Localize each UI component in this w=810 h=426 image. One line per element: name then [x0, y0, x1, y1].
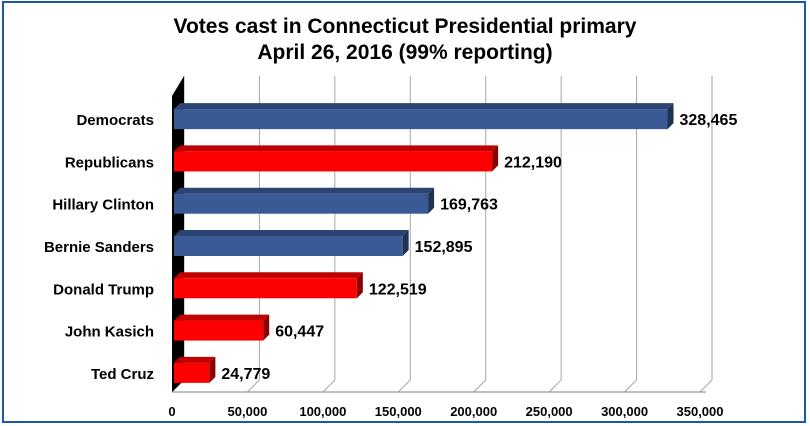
x-tick-label: 250,000	[526, 404, 573, 419]
data-label: 152,895	[415, 239, 473, 256]
category-label: John Kasich	[65, 324, 154, 341]
bar	[174, 362, 210, 383]
x-tick-label: 150,000	[375, 404, 422, 419]
x-tick-label: 350,000	[677, 404, 724, 419]
gridline-floor	[247, 379, 260, 393]
data-label: 122,519	[369, 281, 427, 298]
bar-end-face	[356, 272, 363, 299]
bar	[174, 151, 493, 172]
bar-top-face	[174, 314, 270, 321]
chart-title: Votes cast in Connecticut Presidential p…	[173, 15, 637, 38]
category-label: Democrats	[76, 112, 154, 129]
data-label: 212,190	[504, 154, 562, 171]
bar-end-face	[402, 230, 409, 256]
bar	[174, 320, 264, 341]
chart-subtitle: April 26, 2016 (99% reporting)	[257, 41, 553, 64]
gridline-floor	[473, 379, 487, 393]
bar	[174, 109, 668, 130]
bar	[174, 193, 429, 214]
data-label: 169,763	[440, 197, 498, 214]
bar	[174, 236, 403, 256]
x-tick-label: 100,000	[299, 404, 346, 419]
gridline-floor	[624, 379, 637, 393]
category-label: Hillary Clinton	[52, 197, 154, 214]
gridline-floor	[322, 379, 336, 393]
bar-end-face	[209, 356, 216, 383]
bar-top-face	[174, 145, 499, 152]
x-tick-label: 0	[168, 404, 175, 419]
bar-top-face	[174, 187, 435, 194]
category-label: Ted Cruz	[91, 366, 154, 383]
bar-end-face	[667, 103, 674, 130]
bar	[174, 278, 357, 299]
bar-end-face	[492, 145, 499, 172]
bar-top-face	[174, 230, 409, 236]
category-label: Bernie Sanders	[44, 239, 154, 256]
x-tick-label: 50,000	[228, 404, 268, 419]
bar-end-face	[428, 187, 435, 214]
gridline-floor	[548, 379, 562, 393]
x-tick-label: 200,000	[450, 404, 497, 419]
x-tick-label: 300,000	[601, 404, 648, 419]
chart-title-block: Votes cast in Connecticut Presidential p…	[0, 14, 810, 66]
data-label: 24,779	[221, 366, 270, 383]
category-label: Republicans	[65, 154, 154, 171]
data-label: 60,447	[275, 324, 324, 341]
category-label: Donald Trump	[53, 281, 154, 298]
bar-top-face	[174, 356, 216, 363]
bar-top-face	[174, 272, 363, 279]
data-label: 328,465	[680, 112, 738, 129]
gridline-floor	[699, 379, 713, 393]
gridline-floor	[397, 379, 411, 393]
bar-top-face	[174, 103, 674, 110]
bar-end-face	[263, 314, 270, 341]
